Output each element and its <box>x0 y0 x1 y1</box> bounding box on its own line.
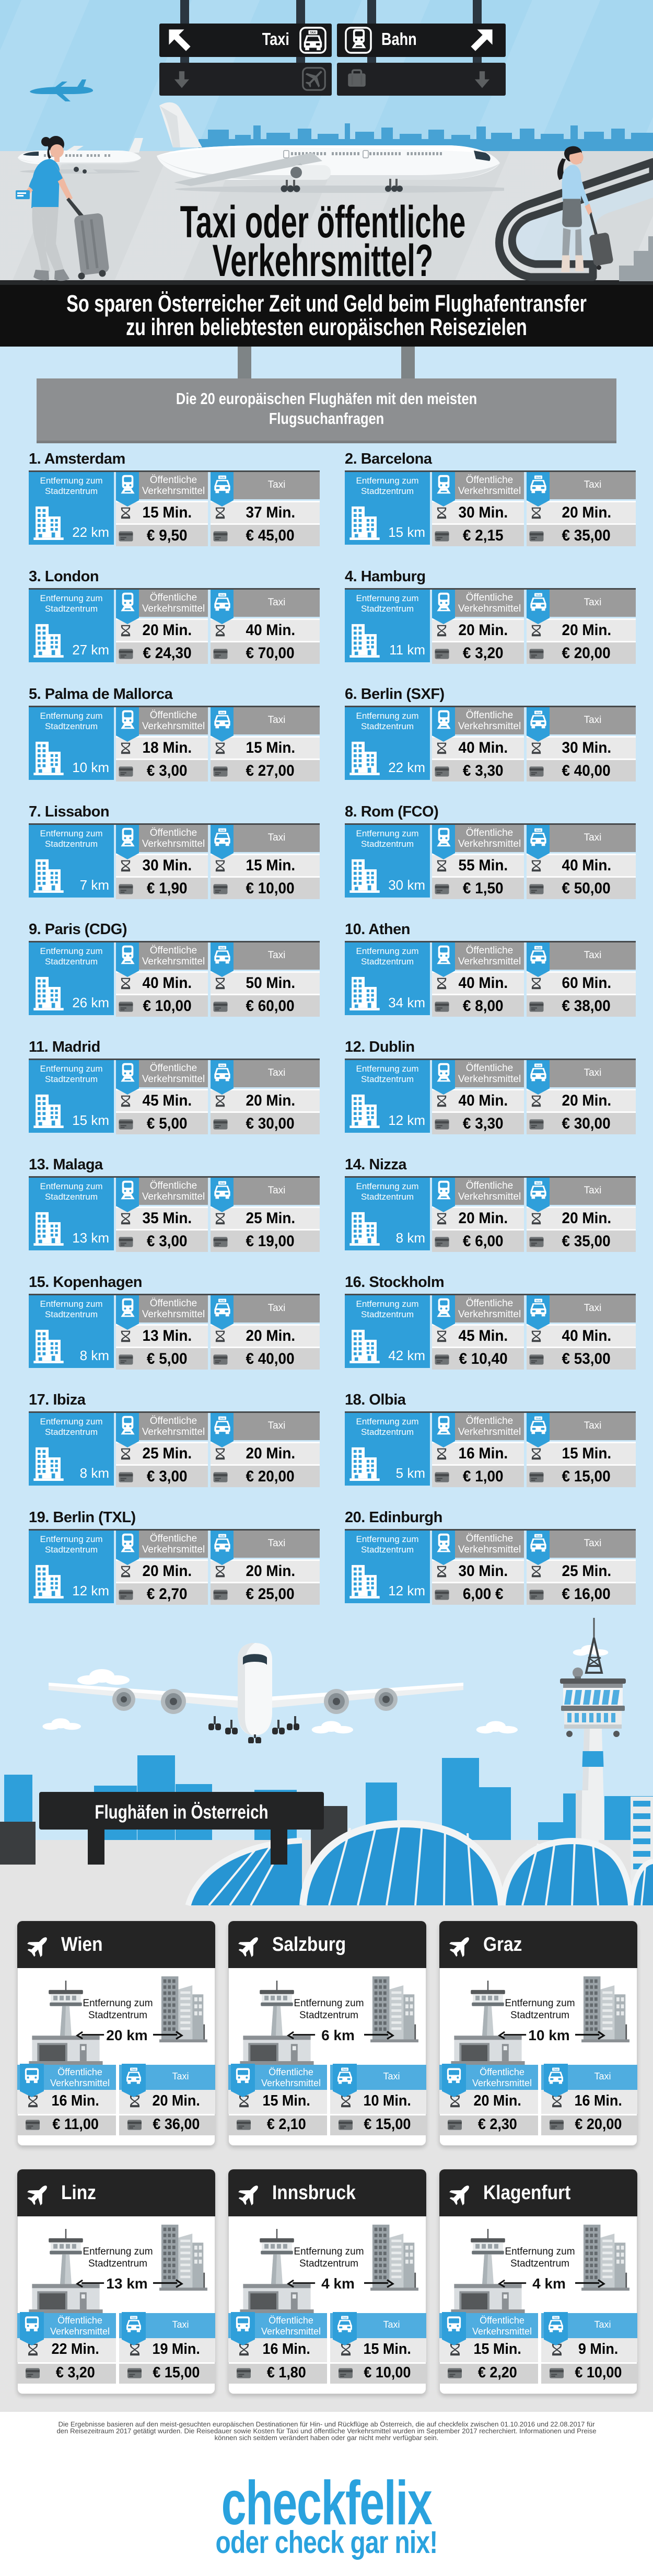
svg-text:TAXI: TAXI <box>535 947 541 949</box>
svg-text:TAXI: TAXI <box>219 1182 225 1184</box>
svg-text:TAXI: TAXI <box>342 2317 347 2319</box>
svg-text:TAXI: TAXI <box>219 1064 225 1067</box>
svg-text:TAXI: TAXI <box>535 1182 541 1184</box>
svg-text:TAXI: TAXI <box>219 476 225 479</box>
svg-text:TAXI: TAXI <box>219 594 225 596</box>
svg-text:TAXI: TAXI <box>219 1300 225 1302</box>
svg-text:TAXI: TAXI <box>219 711 225 714</box>
svg-text:TAXI: TAXI <box>535 594 541 596</box>
svg-text:TAXI: TAXI <box>535 711 541 714</box>
svg-text:TAXI: TAXI <box>535 829 541 832</box>
svg-text:TAXI: TAXI <box>535 1535 541 1537</box>
svg-text:TAXI: TAXI <box>131 2068 136 2071</box>
svg-text:TAXI: TAXI <box>310 31 316 34</box>
svg-text:TAXI: TAXI <box>535 1300 541 1302</box>
svg-text:TAXI: TAXI <box>535 476 541 479</box>
svg-text:TAXI: TAXI <box>553 2317 558 2319</box>
svg-text:TAXI: TAXI <box>131 2317 136 2319</box>
svg-text:TAXI: TAXI <box>535 1417 541 1420</box>
svg-text:TAXI: TAXI <box>219 1535 225 1537</box>
svg-text:TAXI: TAXI <box>219 829 225 832</box>
svg-text:TAXI: TAXI <box>219 1417 225 1420</box>
svg-text:TAXI: TAXI <box>535 1064 541 1067</box>
svg-text:TAXI: TAXI <box>219 947 225 949</box>
svg-text:TAXI: TAXI <box>342 2068 347 2071</box>
svg-text:TAXI: TAXI <box>553 2068 558 2071</box>
